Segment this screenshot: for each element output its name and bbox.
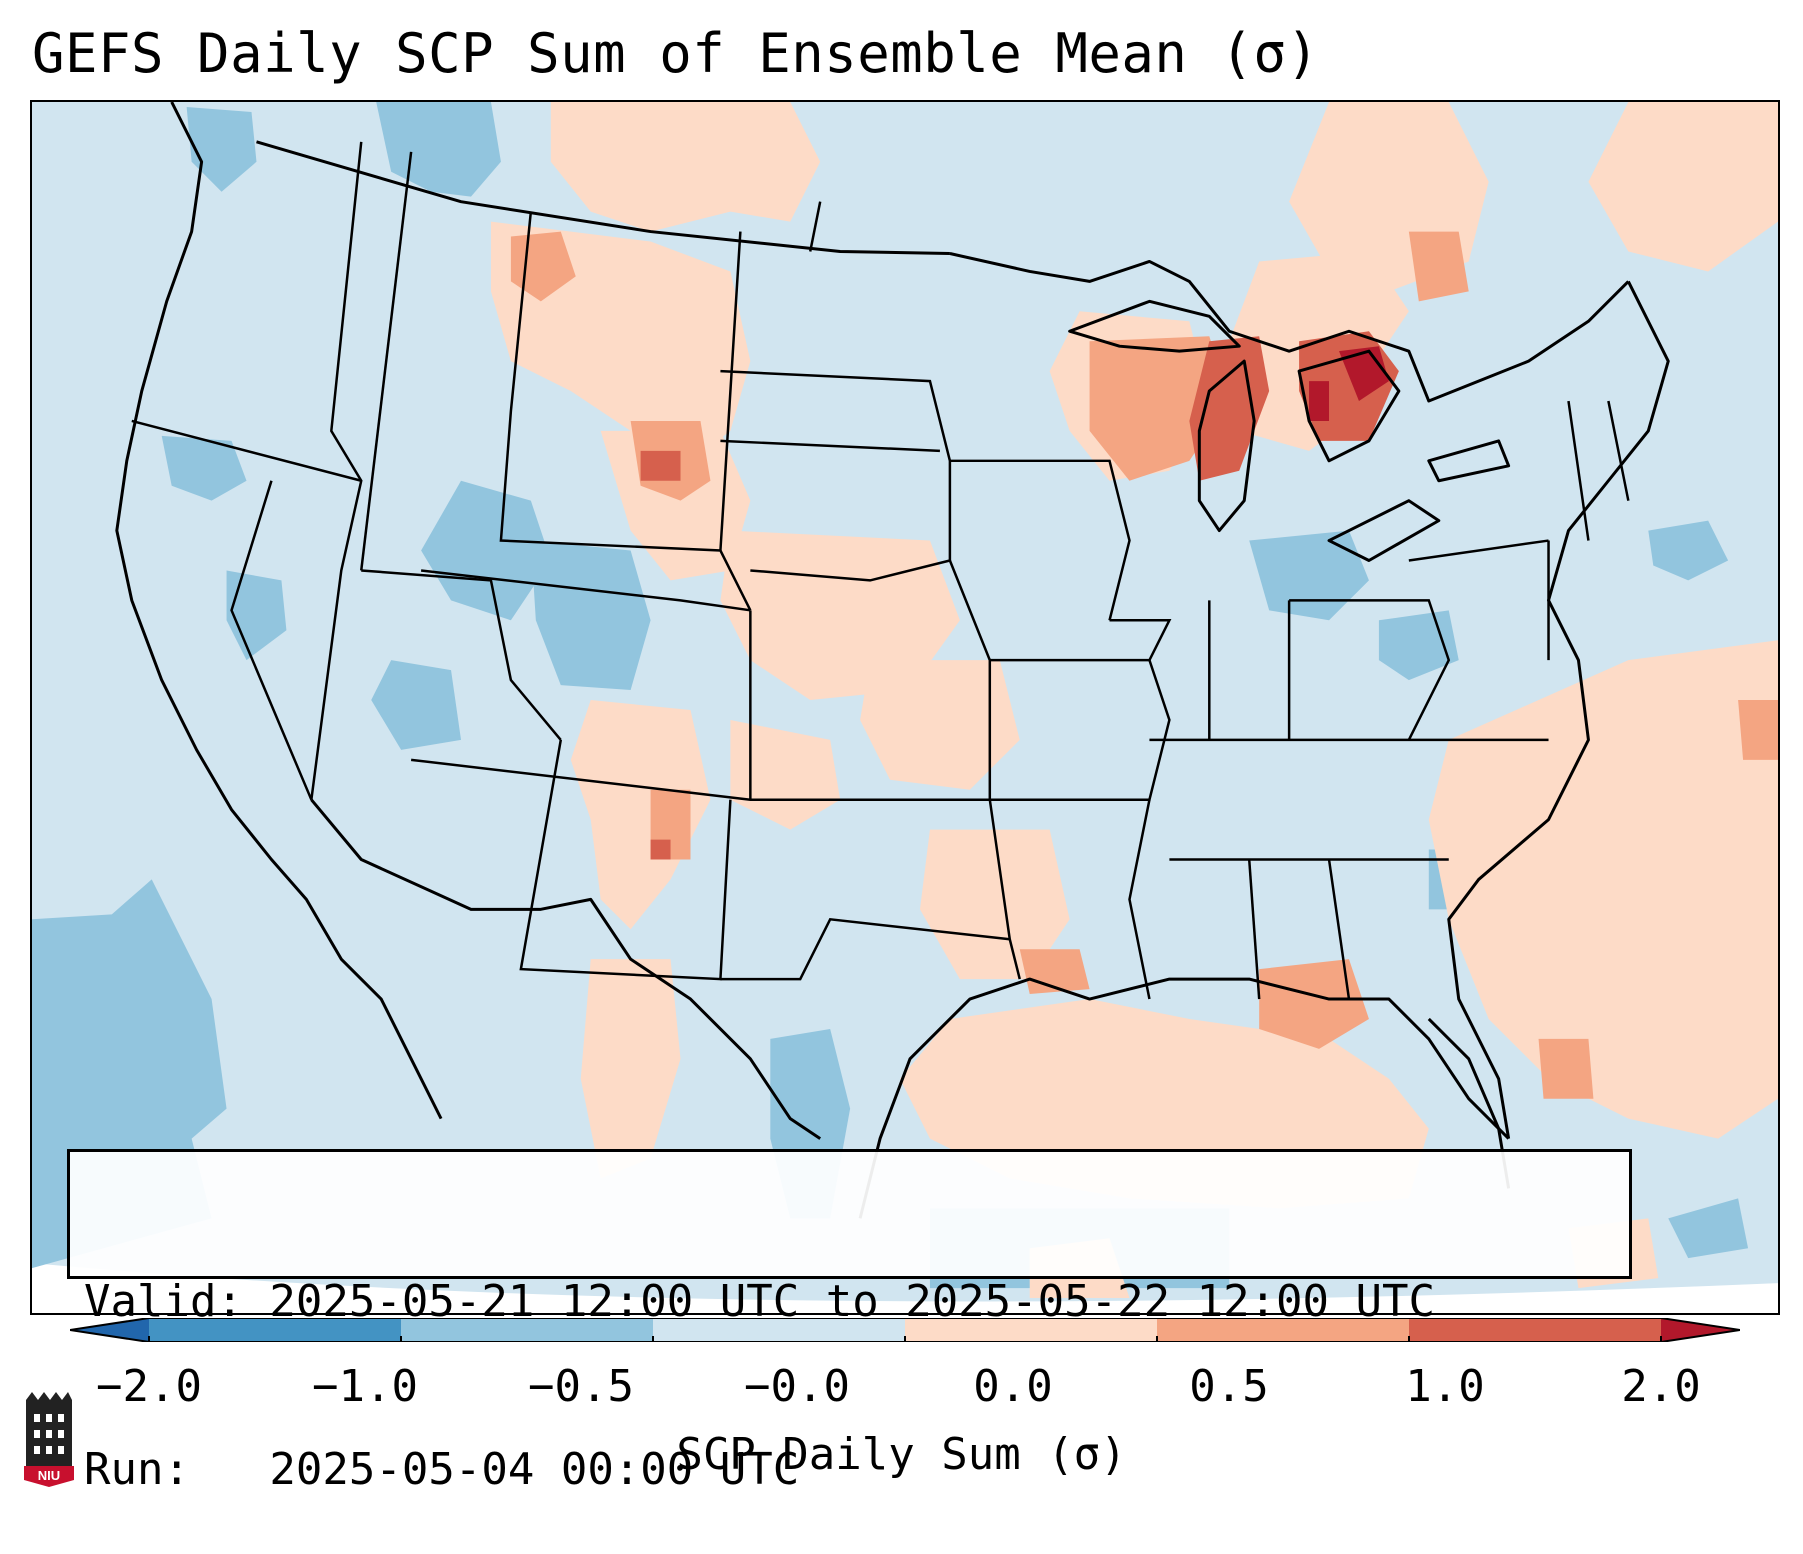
state-line bbox=[1607, 400, 1630, 501]
colorbar-tick-label: 0.5 bbox=[1189, 1361, 1269, 1412]
anomaly-region bbox=[161, 435, 247, 501]
projection-edge bbox=[32, 1263, 1778, 1313]
boundaries bbox=[115, 102, 1670, 1219]
state-line bbox=[720, 917, 1010, 981]
anomaly-region bbox=[421, 480, 551, 621]
state-line bbox=[1128, 799, 1151, 1000]
anomaly-region bbox=[730, 719, 841, 830]
state-line bbox=[989, 659, 1171, 801]
colorbar-extend-high bbox=[1661, 1318, 1740, 1342]
anomaly-region bbox=[550, 102, 821, 232]
anomaly-region bbox=[1259, 959, 1369, 1049]
border-line bbox=[949, 252, 1630, 403]
anomaly-region bbox=[371, 660, 462, 750]
map-panel bbox=[30, 100, 1780, 1315]
colorbar-bin bbox=[1409, 1318, 1662, 1342]
colorbar-tick-label: −0.0 bbox=[744, 1361, 850, 1412]
anomaly-region bbox=[860, 660, 1020, 790]
coastline bbox=[115, 102, 443, 1120]
anomaly-region bbox=[1309, 381, 1330, 421]
state-line bbox=[720, 369, 952, 582]
anomaly-region bbox=[1538, 1038, 1594, 1099]
anomaly-region bbox=[580, 959, 681, 1179]
valid-run-info-box: Valid: 2025-05-21 12:00 UTC to 2025-05-2… bbox=[67, 1149, 1632, 1495]
state-line bbox=[230, 480, 313, 801]
anomaly-region bbox=[1668, 1198, 1749, 1259]
state-line bbox=[360, 151, 413, 571]
anomaly-region bbox=[1648, 520, 1729, 581]
colorbar bbox=[70, 1318, 1740, 1342]
colorbar-label: SCP Daily Sum (σ) bbox=[676, 1429, 1127, 1480]
state-line bbox=[1408, 539, 1549, 562]
anomaly-region bbox=[1249, 530, 1369, 621]
colorbar-tick-label: −1.0 bbox=[312, 1361, 418, 1412]
state-line bbox=[310, 141, 363, 800]
lake-outline bbox=[1068, 299, 1241, 353]
coastline bbox=[1447, 280, 1670, 1139]
anomaly-region bbox=[919, 829, 1070, 980]
logo-text: NIU bbox=[38, 1468, 60, 1483]
colorbar-bin bbox=[149, 1318, 402, 1342]
state-line bbox=[808, 201, 822, 252]
colorbar-bin bbox=[1157, 1318, 1410, 1342]
anomaly-region bbox=[1408, 231, 1469, 302]
anomaly-region bbox=[570, 700, 711, 930]
border-line bbox=[256, 140, 950, 255]
state-line bbox=[519, 739, 732, 981]
colorbar-tick-label: 2.0 bbox=[1621, 1361, 1701, 1412]
state-line bbox=[361, 569, 562, 741]
state-line bbox=[131, 419, 362, 482]
anomaly-region bbox=[1738, 700, 1778, 760]
state-line bbox=[720, 439, 940, 453]
state-line bbox=[719, 231, 742, 551]
anomaly-region bbox=[1428, 640, 1778, 1139]
colorbar-bin bbox=[905, 1318, 1158, 1342]
border-line bbox=[310, 798, 822, 1140]
coastline bbox=[858, 977, 1510, 1219]
run-time-text: Run: 2025-05-04 00:00 UTC bbox=[84, 1444, 800, 1495]
anomaly-region bbox=[226, 570, 287, 661]
lake-outline bbox=[1327, 499, 1441, 562]
anomaly-region bbox=[186, 106, 257, 192]
anomaly-region bbox=[650, 839, 671, 860]
colorbar-bin bbox=[401, 1318, 654, 1342]
colorbar-tick-label: −0.5 bbox=[528, 1361, 634, 1412]
state-line bbox=[989, 619, 1172, 662]
colorbar-tick-label: 0.0 bbox=[973, 1361, 1053, 1412]
state-line bbox=[1327, 859, 1351, 1000]
colorbar-bin bbox=[653, 1318, 906, 1342]
anomaly-region bbox=[640, 450, 681, 481]
state-line bbox=[949, 459, 1131, 621]
anomaly-region bbox=[1189, 336, 1270, 481]
colorbar-tick-label: 1.0 bbox=[1405, 1361, 1485, 1412]
chart-title: GEFS Daily SCP Sum of Ensemble Mean (σ) bbox=[32, 22, 1320, 85]
lake-outline bbox=[1297, 349, 1401, 463]
anomaly-region bbox=[530, 540, 651, 691]
map-canvas bbox=[32, 102, 1778, 1313]
niu-logo-icon: NIU bbox=[24, 1392, 74, 1487]
state-line bbox=[1289, 599, 1451, 741]
colorbar-tick-label: −2.0 bbox=[96, 1361, 202, 1412]
colorbar-extend-low bbox=[70, 1318, 149, 1342]
state-line bbox=[499, 211, 752, 611]
state-line bbox=[1247, 859, 1261, 1000]
lake-outline bbox=[1427, 439, 1511, 483]
anomaly-region bbox=[1588, 102, 1778, 272]
state-line bbox=[420, 569, 751, 612]
lake-outline bbox=[1197, 359, 1256, 533]
state-line bbox=[1567, 400, 1590, 541]
state-lines bbox=[131, 141, 1630, 1000]
